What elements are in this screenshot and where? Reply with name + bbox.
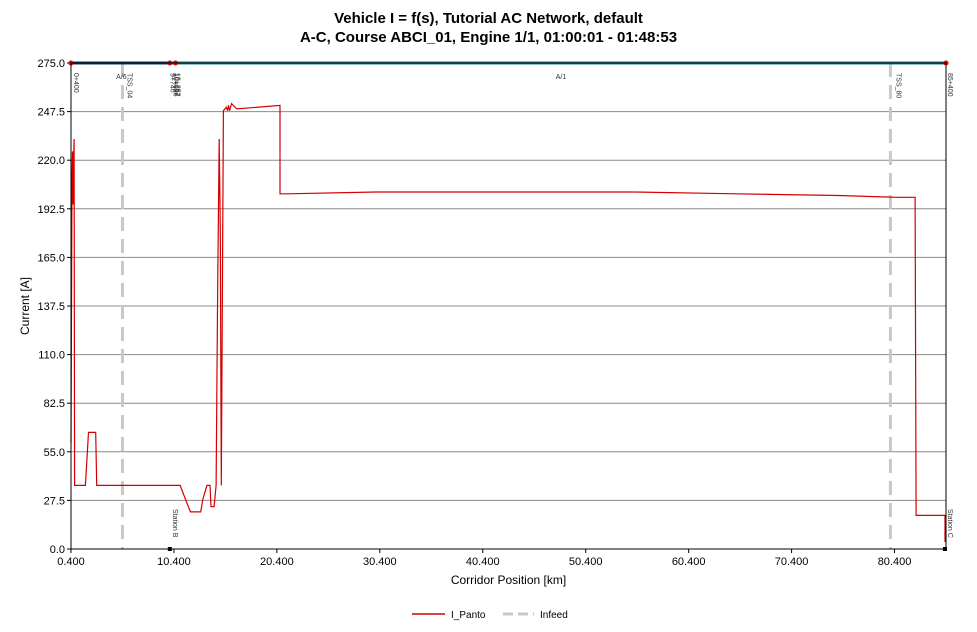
- position-label: TSS_04: [126, 73, 133, 98]
- infeed-lines: [120, 63, 892, 549]
- position-label: 9+746: [168, 73, 175, 93]
- position-label: 10+056: [171, 73, 178, 97]
- legend-label-i-panto: I_Panto: [451, 610, 486, 621]
- x-axis-ticks: 0.400 10.400 20.400 30.400 40.400 50.400 60.40…: [57, 549, 911, 568]
- position-label: 85+400: [946, 73, 953, 97]
- position-label: TSS_80: [895, 73, 902, 98]
- grid: [71, 62, 946, 550]
- station-label: Station C: [946, 509, 953, 538]
- y-axis-label: Current [A]: [18, 277, 32, 335]
- y-tick-label: 220.0: [37, 155, 65, 167]
- x-tick-label: 30.400: [363, 556, 397, 568]
- y-tick-label: 27.5: [44, 495, 65, 507]
- y-tick-label: 55.0: [44, 447, 65, 459]
- section-label: A/1: [556, 74, 567, 81]
- x-tick-label: 10.400: [157, 556, 191, 568]
- legend-label-infeed: Infeed: [540, 610, 568, 621]
- y-tick-label: 82.5: [44, 398, 65, 410]
- y-tick-label: 0.0: [50, 544, 65, 556]
- position-label: 10+157: [172, 73, 179, 97]
- x-tick-label: 50.400: [569, 556, 603, 568]
- y-tick-label: 165.0: [37, 252, 65, 264]
- x-axis-label: Corridor Position [km]: [451, 573, 566, 587]
- series-line-i-panto: [70, 102, 946, 542]
- x-tick-label: 0.400: [57, 556, 85, 568]
- y-tick-label: 192.5: [37, 204, 65, 216]
- chart-subtitle: A-C, Course ABCI_01, Engine 1/1, 01:00:0…: [299, 29, 678, 46]
- legend: I_Panto Infeed: [412, 610, 568, 621]
- position-label: 10+252: [173, 73, 180, 97]
- y-tick-label: 110.0: [38, 350, 65, 362]
- y-tick-label: 137.5: [37, 301, 65, 313]
- x-tick-label: 40.400: [466, 556, 500, 568]
- x-tick-label: 80.400: [878, 556, 912, 568]
- y-tick-label: 275.0: [37, 58, 65, 70]
- y-tick-label: 247.5: [37, 107, 65, 119]
- x-tick-label: 20.400: [260, 556, 294, 568]
- position-label: 0+400: [72, 73, 79, 93]
- series-group: [70, 102, 946, 542]
- chart-title: Vehicle I = f(s), Tutorial AC Network, d…: [334, 10, 643, 27]
- x-tick-label: 70.400: [775, 556, 809, 568]
- x-tick-label: 60.400: [672, 556, 706, 568]
- y-axis-ticks: 0.0 27.5 55.0 82.5 110.0 137.5 165.0 192.5 220.0…: [37, 58, 71, 556]
- station-label: Station B: [171, 509, 178, 538]
- plot-frame: [70, 62, 947, 550]
- section-label: A/6: [116, 74, 127, 81]
